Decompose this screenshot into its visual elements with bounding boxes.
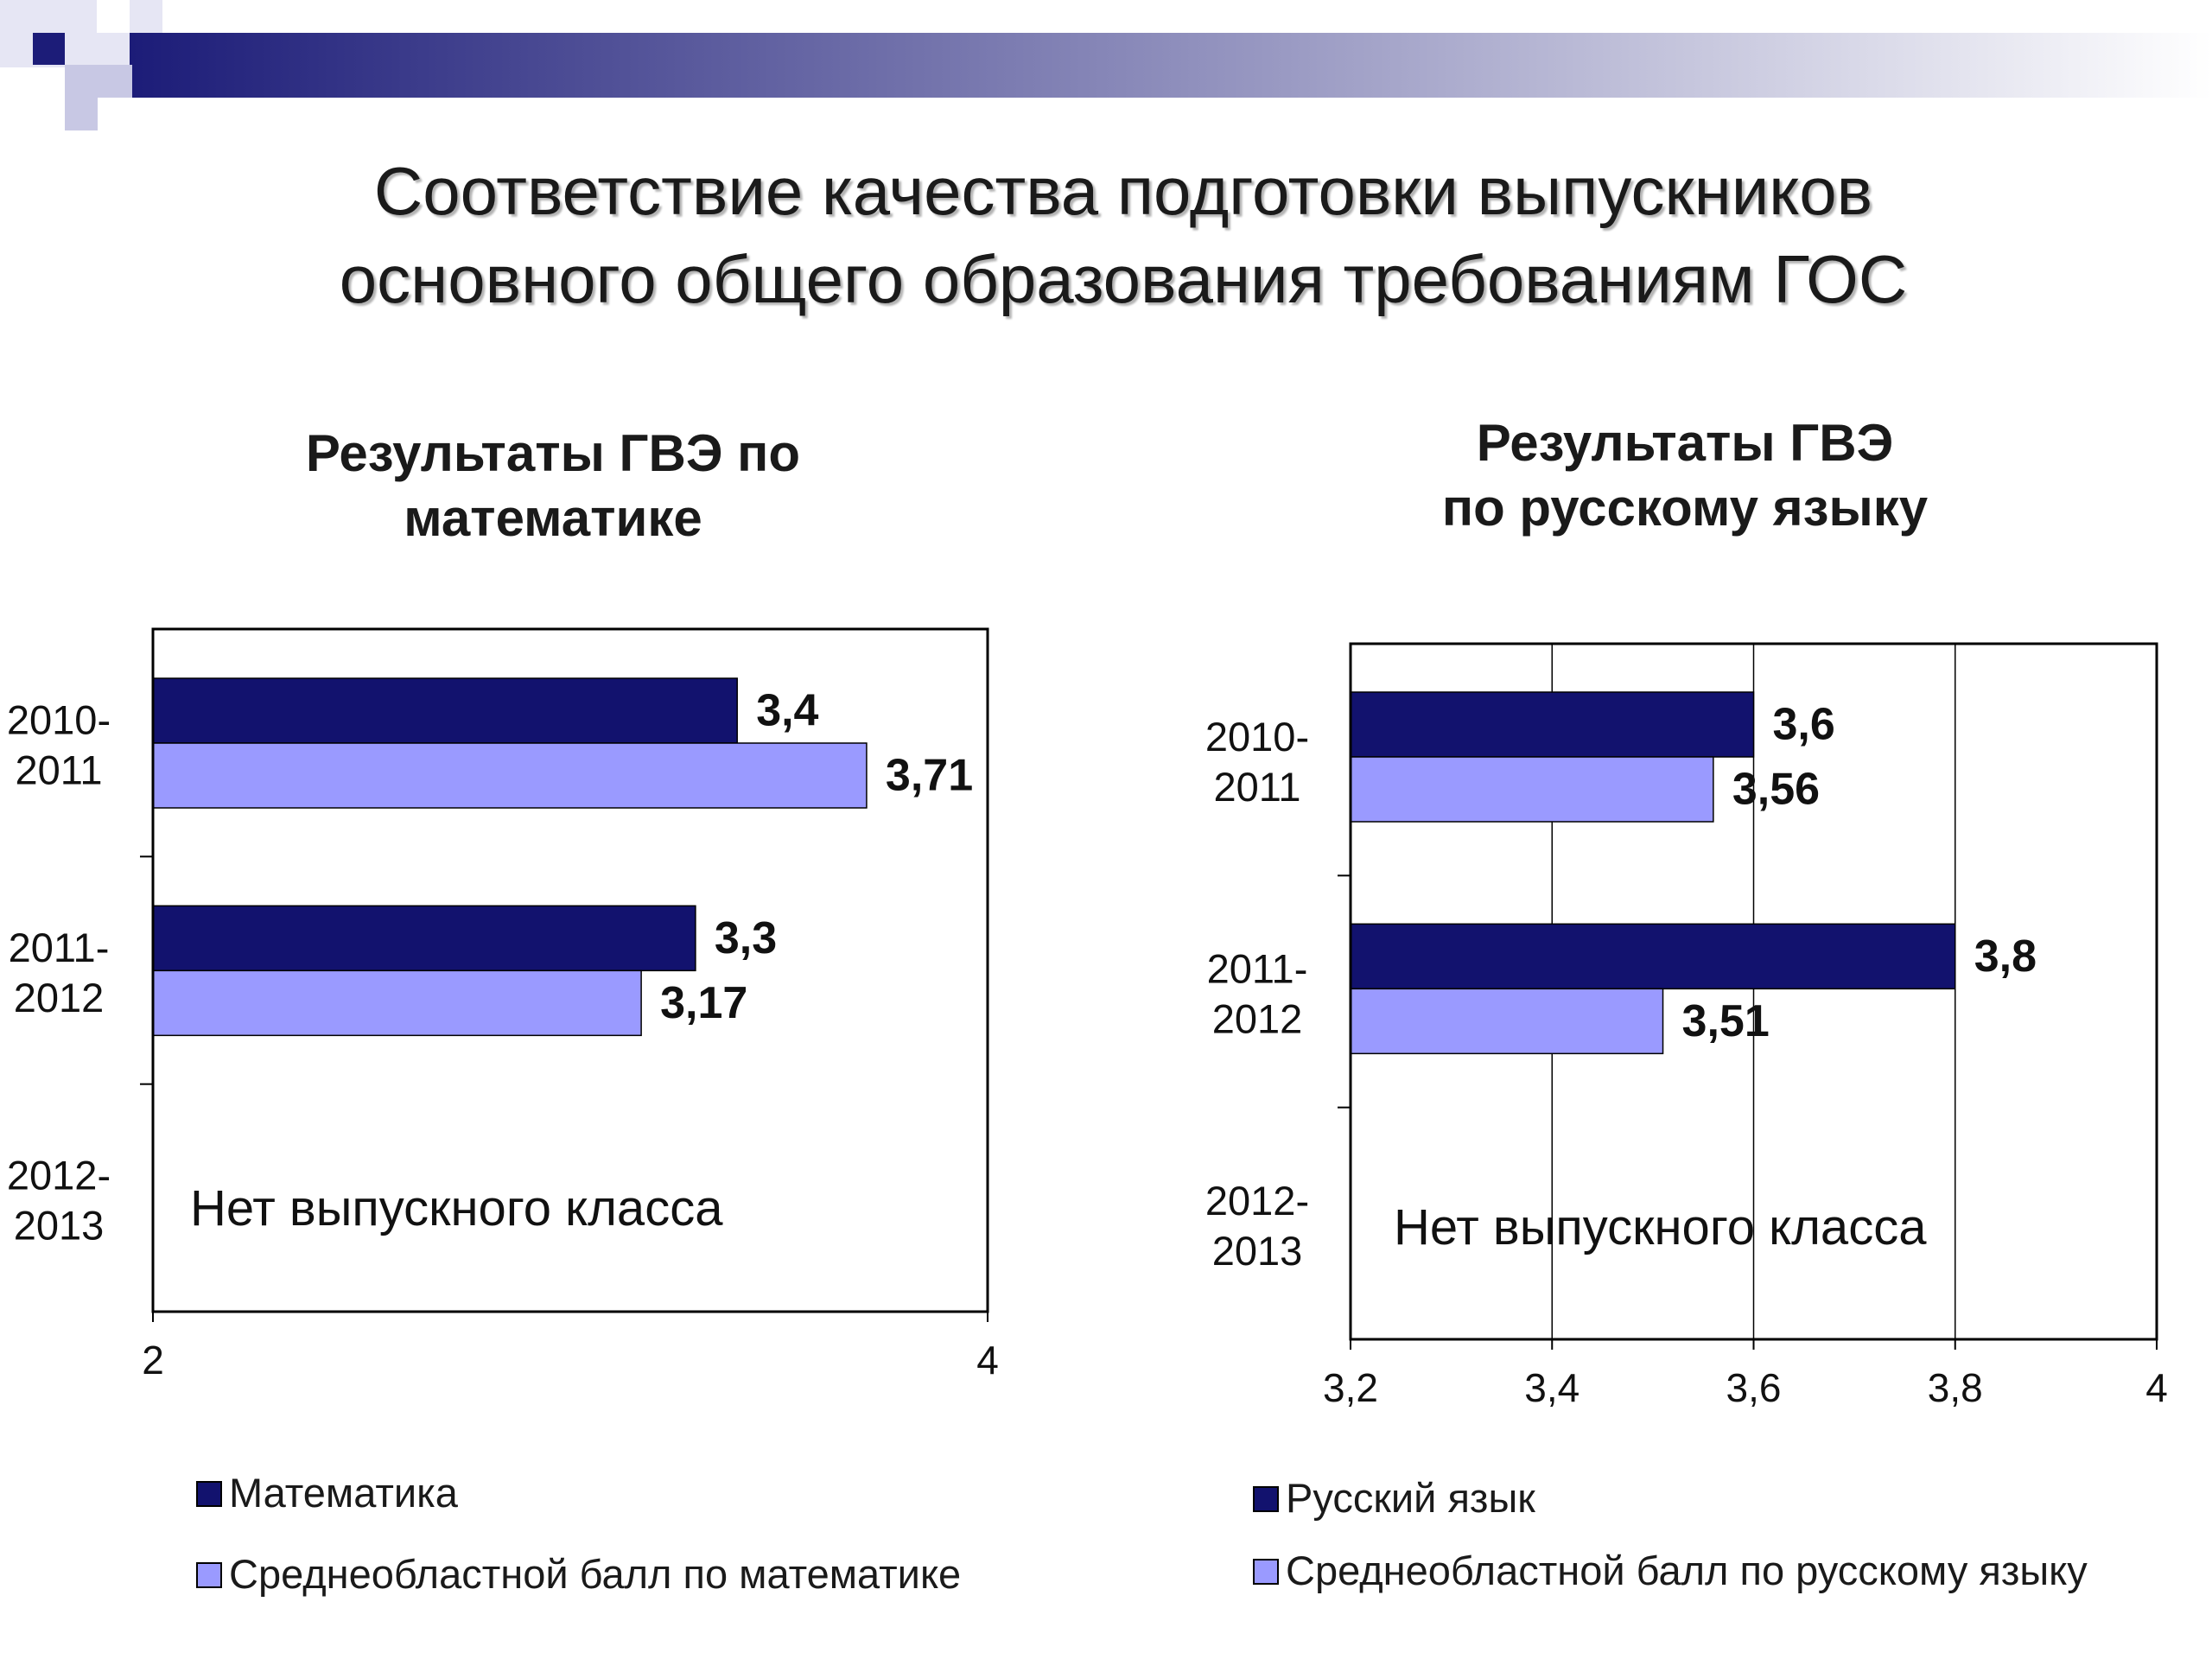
math-x-tick-label-0: 2 [142, 1338, 164, 1382]
russian-bar-s1-c1 [1350, 691, 1755, 758]
math-legend-item-2: Среднеобластной балл по математике [196, 1550, 961, 1598]
math-data-label-s1-c1: 3,4 [756, 686, 818, 736]
russian-data-label-s2-c2: 3,51 [1682, 996, 1770, 1046]
math-chart-title-line-2: математике [404, 489, 702, 547]
banner-gradient-stripe [130, 33, 2212, 98]
banner-square-top [130, 0, 162, 33]
math-bar-s1-c1 [152, 677, 738, 744]
math-chart-title-line-1: Результаты ГВЭ по [305, 424, 801, 482]
russian-category-label-3-line-1: 2012- [1205, 1178, 1309, 1224]
banner-square-mid [65, 65, 132, 98]
slide-title: Соответствие качества подготовки выпускн… [112, 147, 2134, 323]
russian-legend-swatch-2 [1253, 1558, 1279, 1585]
math-legend-label-2: Среднеобластной балл по математике [229, 1551, 962, 1597]
math-category-label-1-line-1: 2010- [7, 697, 111, 743]
math-category-label-3-line-1: 2012- [7, 1152, 111, 1198]
math-category-label-1-line-2: 2011 [15, 747, 102, 793]
russian-chart-title-line-1: Результаты ГВЭ [1476, 414, 1894, 472]
russian-bar-s1-c2 [1350, 923, 1956, 990]
math-data-label-s2-c2: 3,17 [660, 978, 747, 1028]
math-category-label-2-line-1: 2011- [9, 925, 110, 970]
math-annotation: Нет выпускного класса [190, 1180, 723, 1236]
russian-legend-label-2: Среднеобластной балл по русскому языку [1286, 1548, 2088, 1593]
math-x-tick-label-1: 4 [976, 1338, 999, 1382]
math-legend-item-1: Математика [196, 1469, 458, 1516]
russian-data-label-s2-c1: 3,56 [1732, 765, 1820, 815]
russian-x-tick-label-1: 3,4 [1524, 1365, 1580, 1410]
math-legend-swatch-1 [196, 1480, 222, 1507]
russian-plot-frame [1349, 642, 2158, 1341]
math-category-label-3-line-2: 2013 [14, 1202, 105, 1248]
math-plot-frame [151, 627, 989, 1313]
russian-legend-item-2: Среднеобластной балл по русскому языку [1253, 1547, 2088, 1594]
banner-square-bottom [65, 98, 98, 130]
russian-chart-title: Результаты ГВЭ по русскому языку [1279, 410, 2091, 540]
russian-category-label-1-line-1: 2010- [1205, 714, 1309, 760]
russian-category-label-2-line-1: 2011- [1207, 946, 1308, 992]
russian-legend-item-1: Русский язык [1253, 1474, 1535, 1522]
russian-bar-s2-c2 [1350, 988, 1664, 1055]
math-legend-label-1: Математика [229, 1470, 458, 1516]
math-bar-s2-c1 [152, 742, 868, 809]
russian-category-label-3-line-2: 2013 [1212, 1228, 1303, 1274]
math-legend-swatch-2 [196, 1561, 222, 1588]
math-category-label-2-line-2: 2012 [14, 975, 105, 1020]
header-banner [0, 0, 2212, 130]
russian-category-label-2-line-2: 2012 [1212, 996, 1303, 1042]
russian-x-tick-label-4: 4 [2145, 1365, 2168, 1410]
banner-square-dark [33, 33, 65, 65]
russian-legend-swatch-1 [1253, 1485, 1279, 1512]
banner-square-pale [97, 33, 130, 65]
russian-x-tick-label-3: 3,8 [1928, 1365, 1983, 1410]
russian-bar-s2-c1 [1350, 756, 1714, 823]
russian-x-tick-label-2: 3,6 [1726, 1365, 1782, 1410]
slide-title-line-1: Соответствие качества подготовки выпускн… [373, 153, 1873, 229]
math-data-label-s2-c1: 3,71 [886, 751, 973, 801]
russian-annotation: Нет выпускного класса [1394, 1199, 1927, 1255]
russian-data-label-s1-c1: 3,6 [1773, 700, 1835, 750]
russian-legend-label-1: Русский язык [1286, 1475, 1535, 1521]
math-bar-s1-c2 [152, 905, 696, 972]
math-data-label-s1-c2: 3,3 [715, 913, 777, 963]
russian-x-tick-label-0: 3,2 [1323, 1365, 1378, 1410]
russian-chart-title-line-2: по русскому языку [1441, 479, 1929, 537]
math-chart-title: Результаты ГВЭ по математике [156, 421, 950, 550]
russian-data-label-s1-c2: 3,8 [1974, 931, 2037, 982]
slide-title-line-2: основного общего образования требованиям… [339, 241, 1908, 317]
russian-category-label-1-line-2: 2011 [1213, 764, 1300, 810]
